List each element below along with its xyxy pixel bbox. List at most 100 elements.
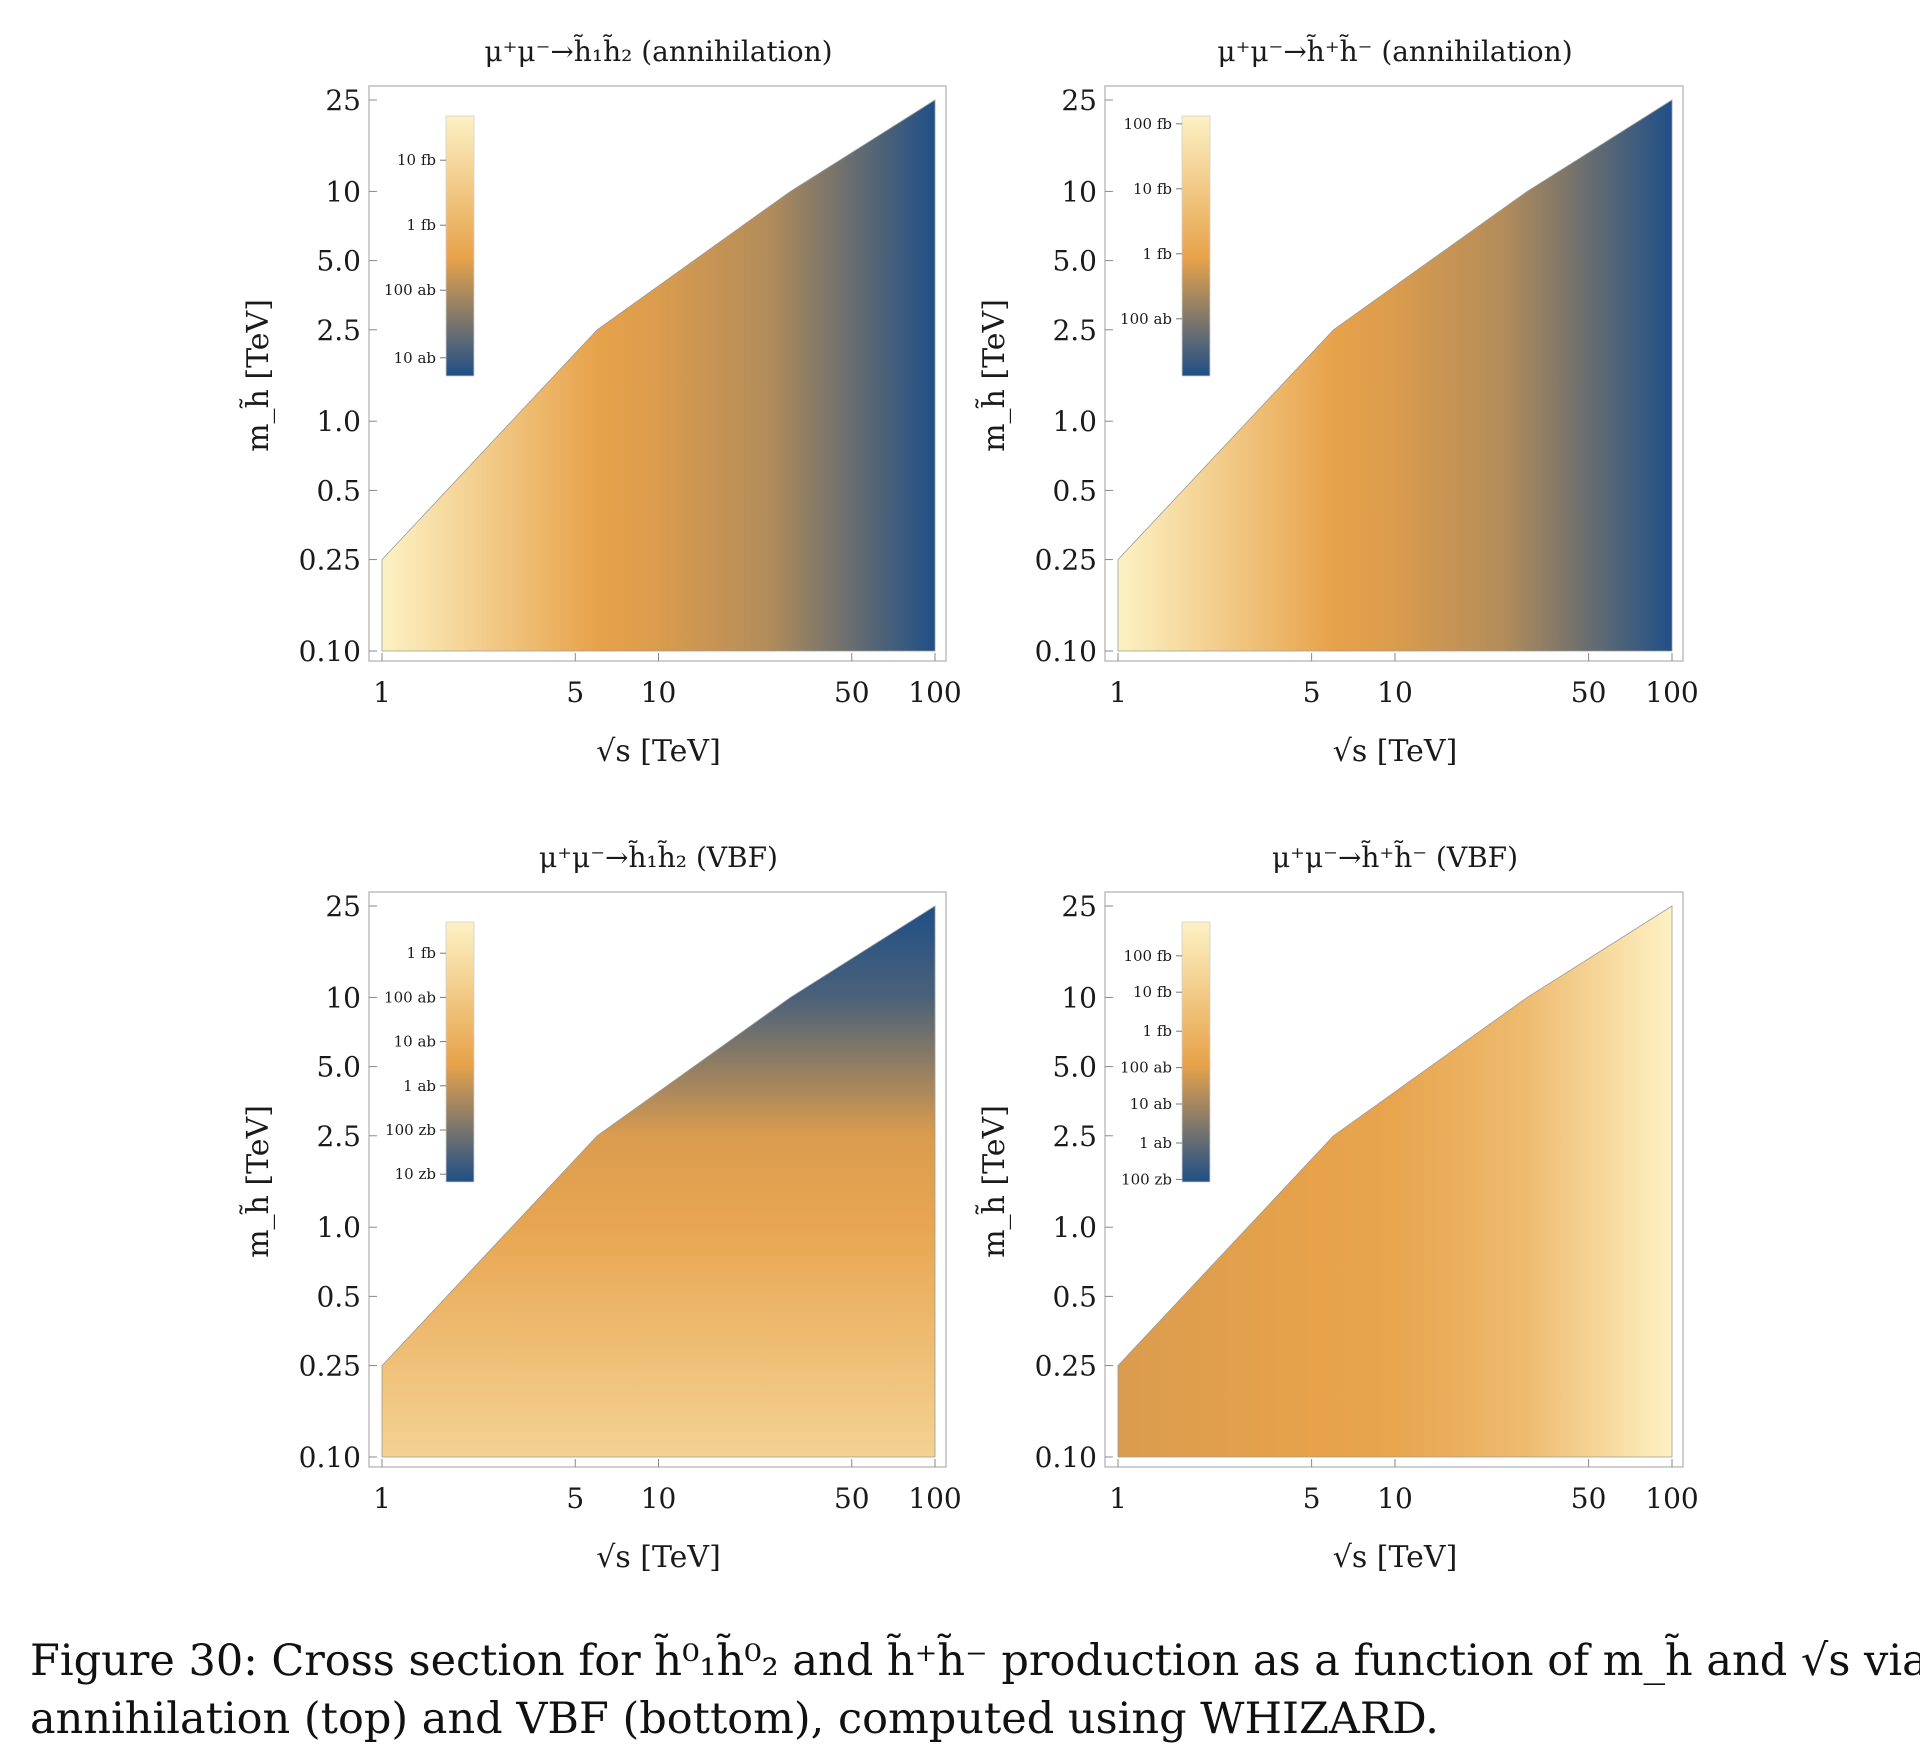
y-tick-label: 0.25 bbox=[1035, 544, 1097, 577]
x-tick-label: 1 bbox=[373, 676, 391, 709]
colorbar-label: 100 fb bbox=[1123, 115, 1172, 133]
colorbar-label: 100 ab bbox=[384, 988, 436, 1006]
chart-title: μ⁺μ⁻→h̃₁h̃₂ (VBF) bbox=[539, 840, 778, 874]
y-tick-label: 0.10 bbox=[1035, 1441, 1097, 1474]
colorbar-label: 100 ab bbox=[384, 281, 436, 299]
y-tick-label: 0.10 bbox=[299, 635, 361, 668]
colorbar-label: 10 ab bbox=[1130, 1095, 1172, 1113]
colorbar bbox=[1181, 115, 1211, 377]
y-axis-label: m_h̃ [TeV] bbox=[239, 299, 276, 452]
y-tick-label: 2.5 bbox=[1052, 314, 1097, 347]
heatmap-region bbox=[1117, 99, 1673, 652]
colorbar bbox=[1181, 921, 1211, 1183]
y-tick-label: 25 bbox=[1061, 890, 1097, 923]
chart-title: μ⁺μ⁻→h̃⁺h̃⁻ (VBF) bbox=[1272, 840, 1518, 874]
y-tick-label: 5.0 bbox=[1052, 1051, 1097, 1084]
y-axis-label: m_h̃ [TeV] bbox=[239, 1105, 276, 1258]
chart-panel-1: 1 5 10 50 100 25 10 5.0 2.5 1.0 0.5 0.25 0.10 μ⁺μ⁻→h̃… bbox=[239, 34, 961, 769]
colorbar-label: 10 fb bbox=[1133, 983, 1172, 1001]
y-tick-label: 1.0 bbox=[1052, 1211, 1097, 1244]
colorbar-label: 10 zb bbox=[395, 1165, 436, 1183]
y-tick-label: 25 bbox=[325, 84, 361, 117]
x-tick-label: 10 bbox=[641, 1482, 677, 1515]
y-tick-label: 0.5 bbox=[1052, 1280, 1097, 1313]
x-tick-label: 5 bbox=[1303, 676, 1321, 709]
y-tick-label: 0.10 bbox=[299, 1441, 361, 1474]
y-tick-label: 0.25 bbox=[1035, 1350, 1097, 1383]
colorbar-label: 100 zb bbox=[1121, 1170, 1172, 1188]
heatmap-region bbox=[381, 905, 936, 1458]
y-tick-label: 1.0 bbox=[1052, 405, 1097, 438]
plot-frame bbox=[1104, 85, 1684, 662]
y-tick-label: 5.0 bbox=[316, 1051, 361, 1084]
x-tick-label: 100 bbox=[1645, 1482, 1698, 1515]
y-tick-label: 0.5 bbox=[316, 1280, 361, 1313]
x-tick-label: 10 bbox=[1377, 676, 1413, 709]
caption-line-2: annihilation (top) and VBF (bottom), com… bbox=[30, 1694, 1439, 1744]
chart-panel-4: 1 5 10 50 100 25 10 5.0 2.5 1.0 0.5 0.25 0.10 μ⁺μ⁻→h̃… bbox=[975, 840, 1698, 1575]
y-tick-label: 10 bbox=[1061, 175, 1097, 208]
colorbar-label: 1 ab bbox=[403, 1077, 436, 1095]
plot-frame bbox=[1104, 891, 1684, 1468]
colorbar-label: 10 fb bbox=[1133, 180, 1172, 198]
x-tick-label: 1 bbox=[1109, 676, 1127, 709]
colorbar-label: 1 fb bbox=[1143, 1022, 1172, 1040]
y-tick-label: 5.0 bbox=[316, 245, 361, 278]
x-tick-label: 50 bbox=[1571, 1482, 1607, 1515]
y-tick-label: 0.25 bbox=[299, 1350, 361, 1383]
x-tick-label: 5 bbox=[566, 676, 584, 709]
x-axis-label: √s [TeV] bbox=[1333, 1540, 1458, 1575]
x-axis-label: √s [TeV] bbox=[596, 1540, 721, 1575]
x-tick-label: 5 bbox=[1303, 1482, 1321, 1515]
y-tick-label: 2.5 bbox=[316, 314, 361, 347]
figure-caption: Figure 30: Cross section for h̃⁰₁h̃⁰₂ an… bbox=[30, 1632, 1920, 1748]
plot-frame bbox=[368, 85, 947, 662]
x-tick-label: 100 bbox=[1645, 676, 1698, 709]
y-tick-label: 2.5 bbox=[316, 1120, 361, 1153]
y-tick-label: 0.25 bbox=[299, 544, 361, 577]
x-tick-label: 10 bbox=[1377, 1482, 1413, 1515]
y-axis-label: m_h̃ [TeV] bbox=[975, 1105, 1012, 1258]
y-tick-label: 0.10 bbox=[1035, 635, 1097, 668]
y-tick-label: 1.0 bbox=[316, 1211, 361, 1244]
x-tick-label: 50 bbox=[834, 676, 870, 709]
x-axis-label: √s [TeV] bbox=[1333, 734, 1458, 769]
y-tick-label: 10 bbox=[325, 981, 361, 1014]
chart-panel-2: 1 5 10 50 100 25 10 5.0 2.5 1.0 0.5 0.25 0.10 μ⁺μ⁻→h̃… bbox=[975, 34, 1698, 769]
x-tick-label: 1 bbox=[373, 1482, 391, 1515]
plot-frame bbox=[368, 891, 947, 1468]
colorbar-label: 10 ab bbox=[394, 1033, 436, 1051]
x-tick-label: 5 bbox=[566, 1482, 584, 1515]
colorbar-label: 1 fb bbox=[1143, 245, 1172, 263]
colorbar-label: 1 fb bbox=[407, 216, 436, 234]
colorbar-label: 1 ab bbox=[1139, 1134, 1172, 1152]
colorbar-label: 1 fb bbox=[407, 944, 436, 962]
x-tick-label: 10 bbox=[641, 676, 677, 709]
heatmap-region bbox=[381, 99, 936, 652]
y-axis-label: m_h̃ [TeV] bbox=[975, 299, 1012, 452]
y-tick-label: 10 bbox=[325, 175, 361, 208]
colorbar bbox=[445, 115, 475, 377]
colorbar-label: 100 ab bbox=[1120, 310, 1172, 328]
chart-title: μ⁺μ⁻→h̃₁h̃₂ (annihilation) bbox=[484, 34, 832, 68]
x-tick-label: 50 bbox=[1571, 676, 1607, 709]
y-tick-label: 25 bbox=[1061, 84, 1097, 117]
heatmap-region bbox=[1117, 905, 1673, 1458]
x-axis-label: √s [TeV] bbox=[596, 734, 721, 769]
y-tick-label: 25 bbox=[325, 890, 361, 923]
chart-title: μ⁺μ⁻→h̃⁺h̃⁻ (annihilation) bbox=[1217, 34, 1572, 68]
x-tick-label: 100 bbox=[908, 1482, 961, 1515]
y-tick-label: 10 bbox=[1061, 981, 1097, 1014]
caption-line-1: Figure 30: Cross section for h̃⁰₁h̃⁰₂ an… bbox=[30, 1636, 1920, 1686]
x-tick-label: 1 bbox=[1109, 1482, 1127, 1515]
colorbar-label: 10 ab bbox=[394, 349, 436, 367]
colorbar-label: 100 ab bbox=[1120, 1059, 1172, 1077]
colorbar-label: 100 fb bbox=[1123, 947, 1172, 965]
chart-panel-3: 1 5 10 50 100 25 10 5.0 2.5 1.0 0.5 0.25 0.10 μ⁺μ⁻→h̃… bbox=[239, 840, 961, 1575]
colorbar-label: 10 fb bbox=[397, 151, 436, 169]
colorbar-label: 100 zb bbox=[385, 1121, 436, 1139]
colorbar bbox=[445, 921, 475, 1183]
x-tick-label: 100 bbox=[908, 676, 961, 709]
x-tick-label: 50 bbox=[834, 1482, 870, 1515]
